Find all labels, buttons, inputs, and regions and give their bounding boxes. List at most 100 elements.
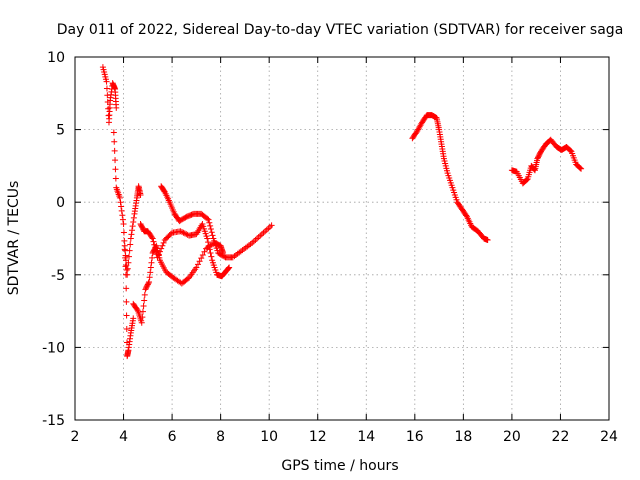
data-point xyxy=(138,319,145,326)
data-point xyxy=(118,207,125,214)
x-tick-label: 20 xyxy=(503,429,521,445)
x-tick-label: 16 xyxy=(406,429,424,445)
y-tick-label: 5 xyxy=(56,123,65,139)
data-point xyxy=(167,230,174,237)
data-point xyxy=(206,219,213,226)
x-tick-label: 10 xyxy=(260,429,278,445)
data-point xyxy=(124,265,131,272)
data-point xyxy=(148,234,155,241)
data-point xyxy=(145,280,152,287)
x-tick-label: 14 xyxy=(357,429,375,445)
data-point xyxy=(183,231,190,238)
data-point xyxy=(204,235,211,242)
data-point xyxy=(154,254,161,261)
x-axis-label: GPS time / hours xyxy=(281,458,398,474)
data-point xyxy=(208,253,215,260)
data-point xyxy=(123,285,130,292)
data-point xyxy=(161,188,168,195)
data-point xyxy=(205,216,212,223)
data-point xyxy=(151,241,158,248)
x-tick-label: 8 xyxy=(216,429,225,445)
data-point xyxy=(123,298,130,305)
data-point xyxy=(179,228,186,235)
data-point xyxy=(126,247,133,254)
data-point xyxy=(111,138,118,145)
data-point xyxy=(155,251,162,258)
data-point xyxy=(112,166,119,173)
y-tick-label: -5 xyxy=(51,268,65,284)
data-point xyxy=(123,312,130,319)
data-point xyxy=(156,248,163,255)
data-point xyxy=(147,264,154,271)
data-point xyxy=(158,245,165,252)
data-point xyxy=(207,226,214,233)
data-point xyxy=(148,259,155,266)
data-point xyxy=(181,230,188,237)
data-point xyxy=(268,222,275,229)
data-point xyxy=(125,259,132,266)
chart-title: Day 011 of 2022, Sidereal Day-to-day VTE… xyxy=(57,22,624,38)
series-arc-1 xyxy=(99,64,120,126)
data-point xyxy=(531,166,538,173)
data-point xyxy=(130,315,137,322)
data-point xyxy=(193,264,200,271)
data-point xyxy=(116,194,123,201)
data-point xyxy=(205,239,212,246)
x-tick-label: 4 xyxy=(119,429,128,445)
data-point xyxy=(141,291,148,298)
data-point xyxy=(205,242,212,249)
data-point xyxy=(226,264,233,271)
data-point xyxy=(110,129,117,136)
data-point xyxy=(127,235,134,242)
y-tick-label: -10 xyxy=(42,340,65,356)
data-point xyxy=(139,308,146,315)
data-point xyxy=(120,229,127,236)
x-tick-label: 12 xyxy=(309,429,327,445)
data-point xyxy=(159,242,166,249)
data-point xyxy=(196,258,203,265)
series-arc-2 xyxy=(110,129,137,360)
data-point xyxy=(224,265,231,272)
series-arc-3 xyxy=(121,183,144,278)
data-point xyxy=(117,199,124,206)
data-point xyxy=(130,219,137,226)
y-tick-label: 0 xyxy=(56,195,65,211)
x-tick-label: 24 xyxy=(600,429,618,445)
x-tick-label: 22 xyxy=(552,429,570,445)
data-point xyxy=(199,251,206,258)
data-point xyxy=(201,248,208,255)
data-point xyxy=(111,147,118,154)
data-point xyxy=(126,253,133,260)
series-arc-5 xyxy=(137,220,233,280)
data-point xyxy=(204,215,211,222)
data-point xyxy=(194,261,201,268)
data-point xyxy=(129,223,136,230)
data-point xyxy=(180,229,187,236)
data-point xyxy=(149,235,156,242)
data-point xyxy=(128,231,135,238)
data-point xyxy=(149,254,156,261)
data-point xyxy=(129,227,136,234)
data-point xyxy=(160,239,167,246)
data-point xyxy=(225,265,232,272)
data-point xyxy=(120,220,127,227)
y-axis-label: SDTVAR / TECUs xyxy=(6,181,22,296)
data-point xyxy=(124,271,131,278)
x-tick-label: 6 xyxy=(168,429,177,445)
y-tick-label: -15 xyxy=(42,413,65,429)
plot-frame xyxy=(74,56,610,421)
y-tick-label: 10 xyxy=(47,50,65,66)
series-arc-7 xyxy=(409,112,491,243)
x-tick-label: 2 xyxy=(71,429,80,445)
data-point xyxy=(207,250,214,257)
data-point xyxy=(139,314,146,321)
grid xyxy=(75,57,609,420)
data-point xyxy=(150,238,157,245)
data-point xyxy=(113,104,120,111)
data-point xyxy=(119,216,126,223)
data-point xyxy=(140,303,147,310)
data-point xyxy=(207,222,214,229)
